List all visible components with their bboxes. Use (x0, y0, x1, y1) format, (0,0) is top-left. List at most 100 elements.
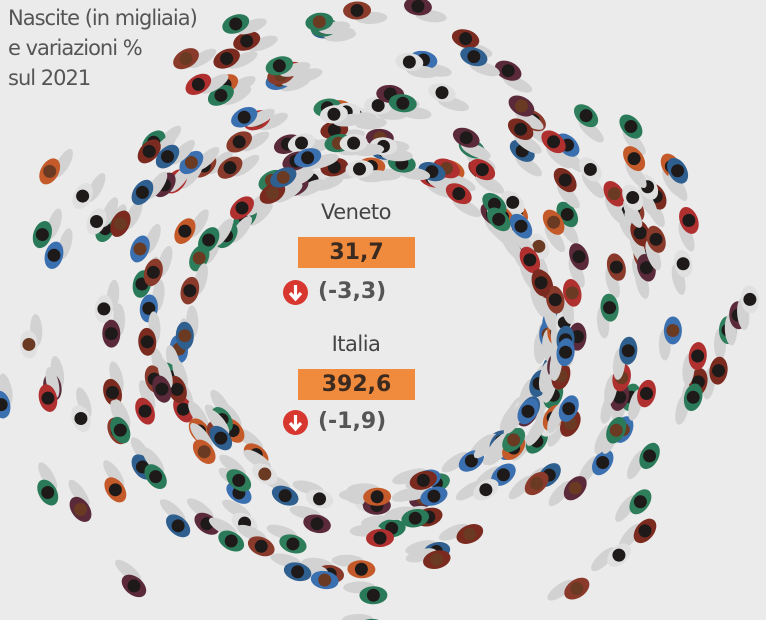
crowd-figure-part (610, 424, 623, 437)
crowd-figure-part (460, 131, 473, 144)
crowd-figure-part (202, 233, 215, 246)
crowd-figure-part (479, 483, 492, 496)
crowd-figure-part (547, 135, 560, 148)
crowd-figure-part (530, 477, 543, 490)
crowd-figure-part (355, 563, 368, 576)
region-value: 31,7 (298, 237, 415, 268)
region-name: Veneto (296, 200, 416, 224)
crowd-figure-part (36, 228, 49, 241)
crowd-figure-part (580, 109, 593, 122)
crowd-figure-part (643, 449, 656, 462)
crowd-figure-part (396, 97, 409, 110)
crowd-figure-part (192, 78, 205, 91)
crowd-figure-part (147, 266, 160, 279)
crowd-figure-part (185, 156, 198, 169)
crowd-figure-part (139, 405, 152, 418)
crowd-figure-part (41, 392, 54, 405)
crowd-figure-part (351, 4, 364, 17)
crowd-figure-part (638, 524, 651, 537)
crowd-figure-part (273, 59, 286, 72)
crowd-figure-part (178, 329, 191, 342)
crowd-figure-part (238, 111, 251, 124)
crowd-figure-part (452, 187, 465, 200)
crowd-figure-part (584, 163, 597, 176)
crowd-figure-part (666, 324, 679, 337)
title-line: sul 2021 (8, 66, 90, 90)
crowd-figure-part (342, 614, 374, 620)
crowd-figure-part (313, 15, 326, 28)
crowd-figure-part (105, 327, 118, 340)
crowd-figure-part (374, 532, 387, 545)
crowd-figure-part (687, 391, 700, 404)
crowd-figure-part (161, 150, 174, 163)
crowd-figure-part (463, 527, 476, 540)
crowd-figure-part (506, 196, 519, 209)
crowd-figure-part (677, 257, 690, 270)
crowd-figure-part (650, 233, 663, 246)
crowd-figure-part (43, 165, 56, 178)
crowd-figure-part (514, 123, 527, 136)
crowd-figure-part (47, 249, 60, 262)
crowd-figure-part (22, 338, 35, 351)
crowd-figure-part (114, 217, 127, 230)
crowd-figure-part (624, 120, 637, 133)
crowd-figure-part (133, 242, 146, 255)
crowd-figure-part (214, 432, 227, 445)
crowd-figure-part (90, 215, 103, 228)
arrow-glyph (283, 410, 308, 435)
crowd-figure-part (566, 286, 579, 299)
crowd-figure-part (136, 186, 149, 199)
crowd-figure-part (562, 402, 575, 415)
crowd-figure-part (143, 145, 156, 158)
crowd-figure-part (570, 582, 583, 595)
crowd-figure-part (603, 301, 616, 314)
crowd-figure-part (371, 490, 384, 503)
crowd-figure-part (353, 163, 366, 176)
crowd-figure-part (74, 503, 87, 516)
crowd-figure-part (180, 52, 193, 65)
crowd-figure-part (277, 171, 290, 184)
crowd-figure-part (286, 537, 299, 550)
crowd-figure-part (106, 386, 119, 399)
crowd-figure-part (626, 191, 639, 204)
crowd-figure-part (224, 161, 237, 174)
crowd-figure-part (193, 252, 206, 265)
crowd-figure-part (235, 201, 248, 214)
down-arrow-icon (283, 280, 308, 305)
crowd-figure-part (109, 483, 122, 496)
crowd-figure-part (141, 335, 154, 348)
crowd-figure-part (622, 344, 635, 357)
crowd-figure-part (682, 214, 695, 227)
arrow-glyph (283, 280, 308, 305)
crowd-figure-part (301, 151, 314, 164)
crowd-figure-part (671, 164, 684, 177)
crowd-figure-part (295, 137, 308, 150)
title-line: Nascite (in migliaia) (8, 6, 197, 30)
crowd-figure-part (572, 250, 585, 263)
crowd-figure-part (476, 163, 489, 176)
infographic: Nascite (in migliaia) e variazioni % sul… (0, 0, 766, 620)
crowd-figure-part (318, 574, 331, 587)
region-change: (-3,3) (318, 279, 386, 304)
crowd-figure-part (149, 470, 162, 483)
crowd-figure-part (313, 492, 326, 505)
crowd-figure-part (74, 412, 87, 425)
crowd-figure-part (743, 293, 756, 306)
crowd-figure-part (430, 553, 443, 566)
region-name: Italia (296, 332, 416, 356)
crowd-figure-part (403, 55, 416, 68)
crowd-figure-part (549, 293, 562, 306)
crowd-figure-part (467, 50, 480, 63)
crowd-figure-part (225, 535, 238, 548)
crowd-figure-part (634, 495, 647, 508)
crowd-figure-part (114, 424, 127, 437)
crowd-figure-part (183, 284, 196, 297)
crowd-figure-part (220, 52, 233, 65)
crowd-figure-part (127, 579, 140, 592)
crowd-figure-part (612, 549, 625, 562)
crowd-figure-part (41, 486, 54, 499)
down-arrow-icon (283, 410, 308, 435)
crowd-figure-part (515, 100, 528, 113)
crowd-figure-part (347, 137, 360, 150)
crowd-figure-part (76, 190, 89, 203)
